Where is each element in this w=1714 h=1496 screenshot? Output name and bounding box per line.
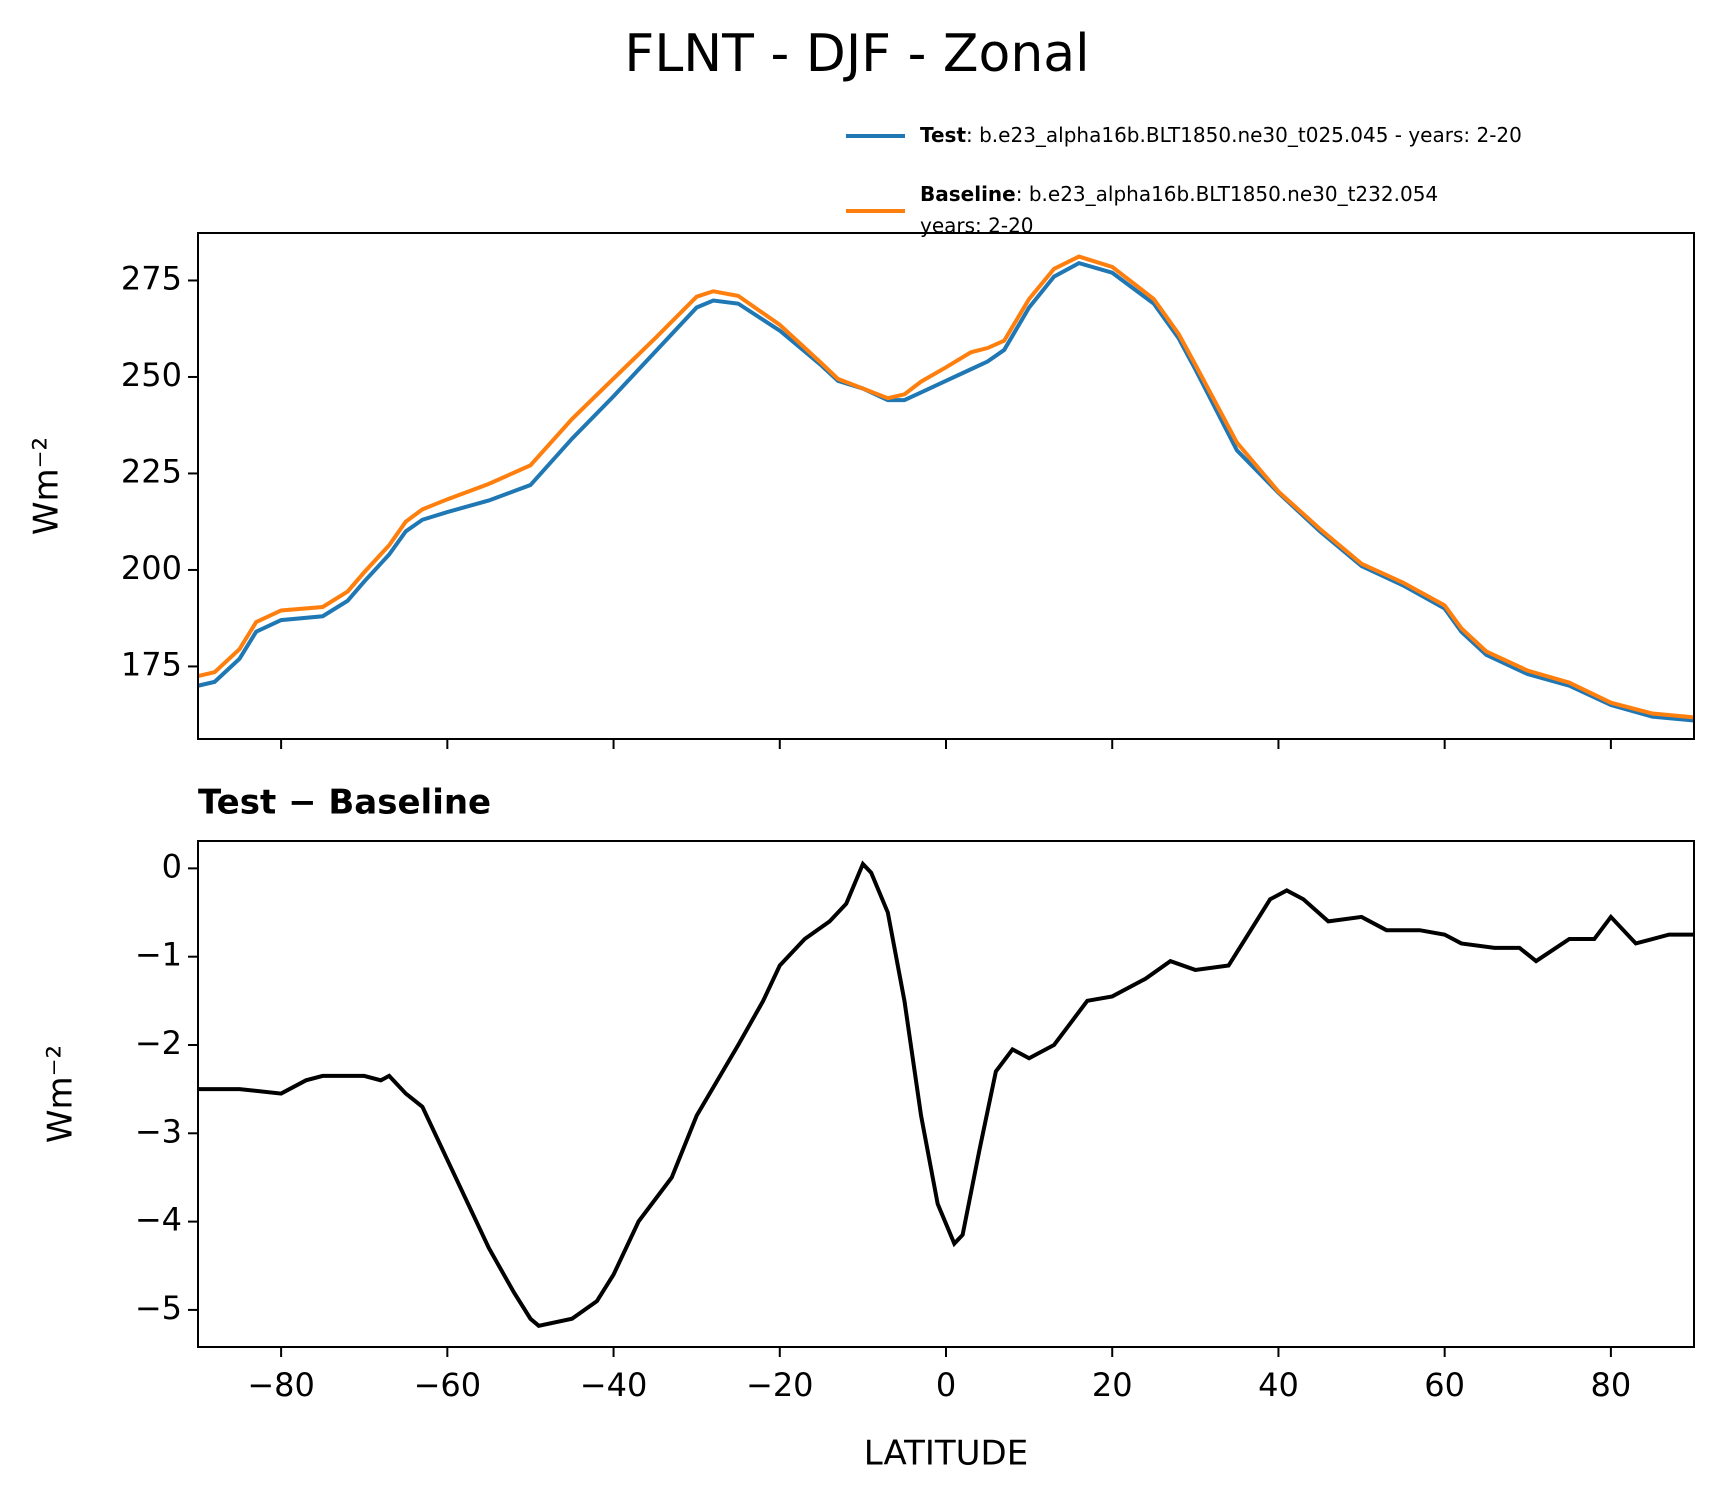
y-tick-label: −2 <box>135 1024 182 1062</box>
y-tick-label: 250 <box>121 356 182 394</box>
x-tick-label: 20 <box>1092 1366 1133 1404</box>
y-tick-label: −1 <box>135 936 182 974</box>
y-axis-label: Wm⁻² <box>27 437 67 535</box>
y-tick-label: −3 <box>135 1112 182 1150</box>
chart-title: FLNT - DJF - Zonal <box>624 24 1089 84</box>
x-tick-label: 0 <box>936 1366 956 1404</box>
legend-name: Test <box>920 123 966 147</box>
line <box>198 254 1694 720</box>
line <box>198 860 1694 1328</box>
x-tick-label: −80 <box>247 1366 315 1404</box>
y-tick-label: 200 <box>121 549 182 587</box>
y-tick-label: −5 <box>135 1289 182 1327</box>
y-tick-label: 275 <box>121 259 182 297</box>
x-tick-label: 60 <box>1424 1366 1465 1404</box>
legend-label: Test: b.e23_alpha16b.BLT1850.ne30_t025.0… <box>920 123 1522 147</box>
x-tick-label: −20 <box>746 1366 814 1404</box>
y-tick-label: 175 <box>121 645 182 683</box>
axes-frame <box>197 232 1695 740</box>
axes-frame <box>197 840 1695 1348</box>
legend-text: : b.e23_alpha16b.BLT1850.ne30_t025.045 -… <box>966 123 1522 147</box>
legend-text: : b.e23_alpha16b.BLT1850.ne30_t232.054 <box>1016 182 1438 206</box>
y-tick-label: 225 <box>121 452 182 490</box>
legend-name: Baseline <box>920 182 1016 206</box>
line <box>198 260 1694 723</box>
subplot-title: Test − Baseline <box>198 783 491 823</box>
x-tick-label: 80 <box>1591 1366 1632 1404</box>
x-tick-label: −60 <box>414 1366 482 1404</box>
y-axis-label: Wm⁻² <box>41 1045 81 1143</box>
y-tick-label: 0 <box>162 847 182 885</box>
y-tick-label: −4 <box>135 1201 182 1239</box>
x-tick-label: 40 <box>1258 1366 1299 1404</box>
legend-label: Baseline: b.e23_alpha16b.BLT1850.ne30_t2… <box>920 182 1438 206</box>
x-axis-label: LATITUDE <box>864 1434 1028 1474</box>
x-tick-label: −40 <box>580 1366 648 1404</box>
